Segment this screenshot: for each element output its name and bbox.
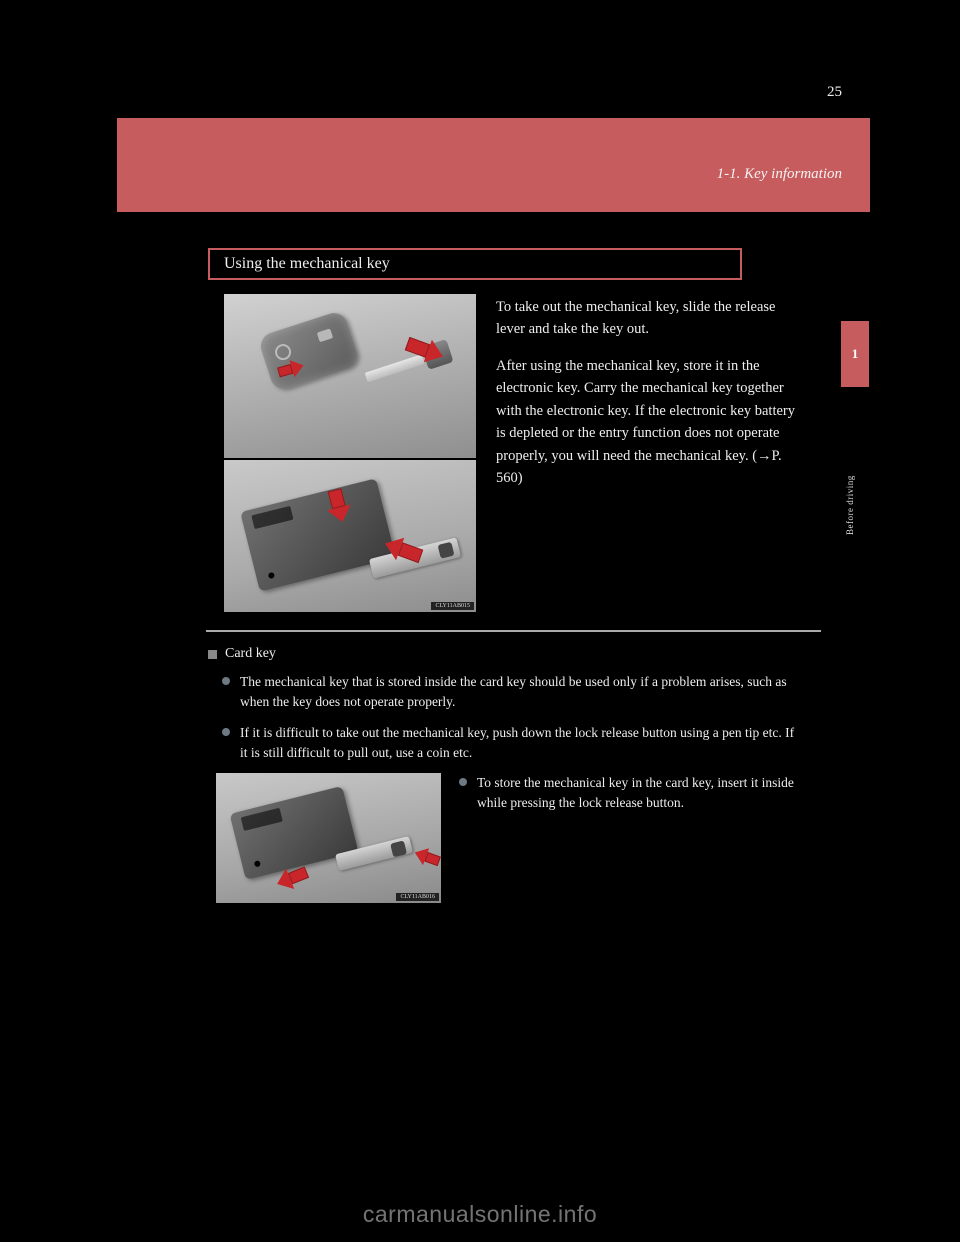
list-text: The mechanical key that is stored inside… <box>240 672 800 713</box>
info-heading: Card key <box>208 646 800 662</box>
image-id: CLY11AB016 <box>396 893 439 901</box>
list-text: If it is difficult to take out the mecha… <box>240 723 800 764</box>
square-bullet-icon <box>208 650 217 659</box>
chapter-title: Before driving <box>845 395 863 535</box>
image-id: CLY11AB015 <box>431 602 474 610</box>
round-bullet-icon <box>459 778 467 786</box>
round-bullet-icon <box>222 728 230 736</box>
instruction-text: To take out the mechanical key, slide th… <box>496 294 800 504</box>
arrow-icon <box>412 844 441 870</box>
section-divider <box>206 630 821 632</box>
card-key-image: CLY11AB015 <box>224 460 476 612</box>
page-number: 25 <box>827 84 842 101</box>
key-fob-image <box>224 294 476 458</box>
section-label: 1-1. Key information <box>717 166 842 183</box>
list-item: To store the mechanical key in the card … <box>459 773 800 814</box>
list-item: If it is difficult to take out the mecha… <box>222 723 800 764</box>
info-list: The mechanical key that is stored inside… <box>222 672 800 763</box>
card-key-store-image: CLY11AB016 <box>216 773 441 903</box>
list-text: To store the mechanical key in the card … <box>477 773 800 814</box>
instruction-images: CLY11AB015 <box>224 294 476 612</box>
list-item: The mechanical key that is stored inside… <box>222 672 800 713</box>
topic-title: Using the mechanical key <box>208 248 742 280</box>
chapter-tab: 1 <box>841 321 869 387</box>
round-bullet-icon <box>222 677 230 685</box>
instruction-p2: After using the mechanical key, store it… <box>496 355 800 490</box>
info-heading-text: Card key <box>225 646 276 662</box>
instruction-p1: To take out the mechanical key, slide th… <box>496 296 800 341</box>
header-bar: 25 1-1. Key information <box>117 118 870 212</box>
watermark: carmanualsonline.info <box>0 1201 960 1228</box>
chapter-number: 1 <box>852 346 859 362</box>
